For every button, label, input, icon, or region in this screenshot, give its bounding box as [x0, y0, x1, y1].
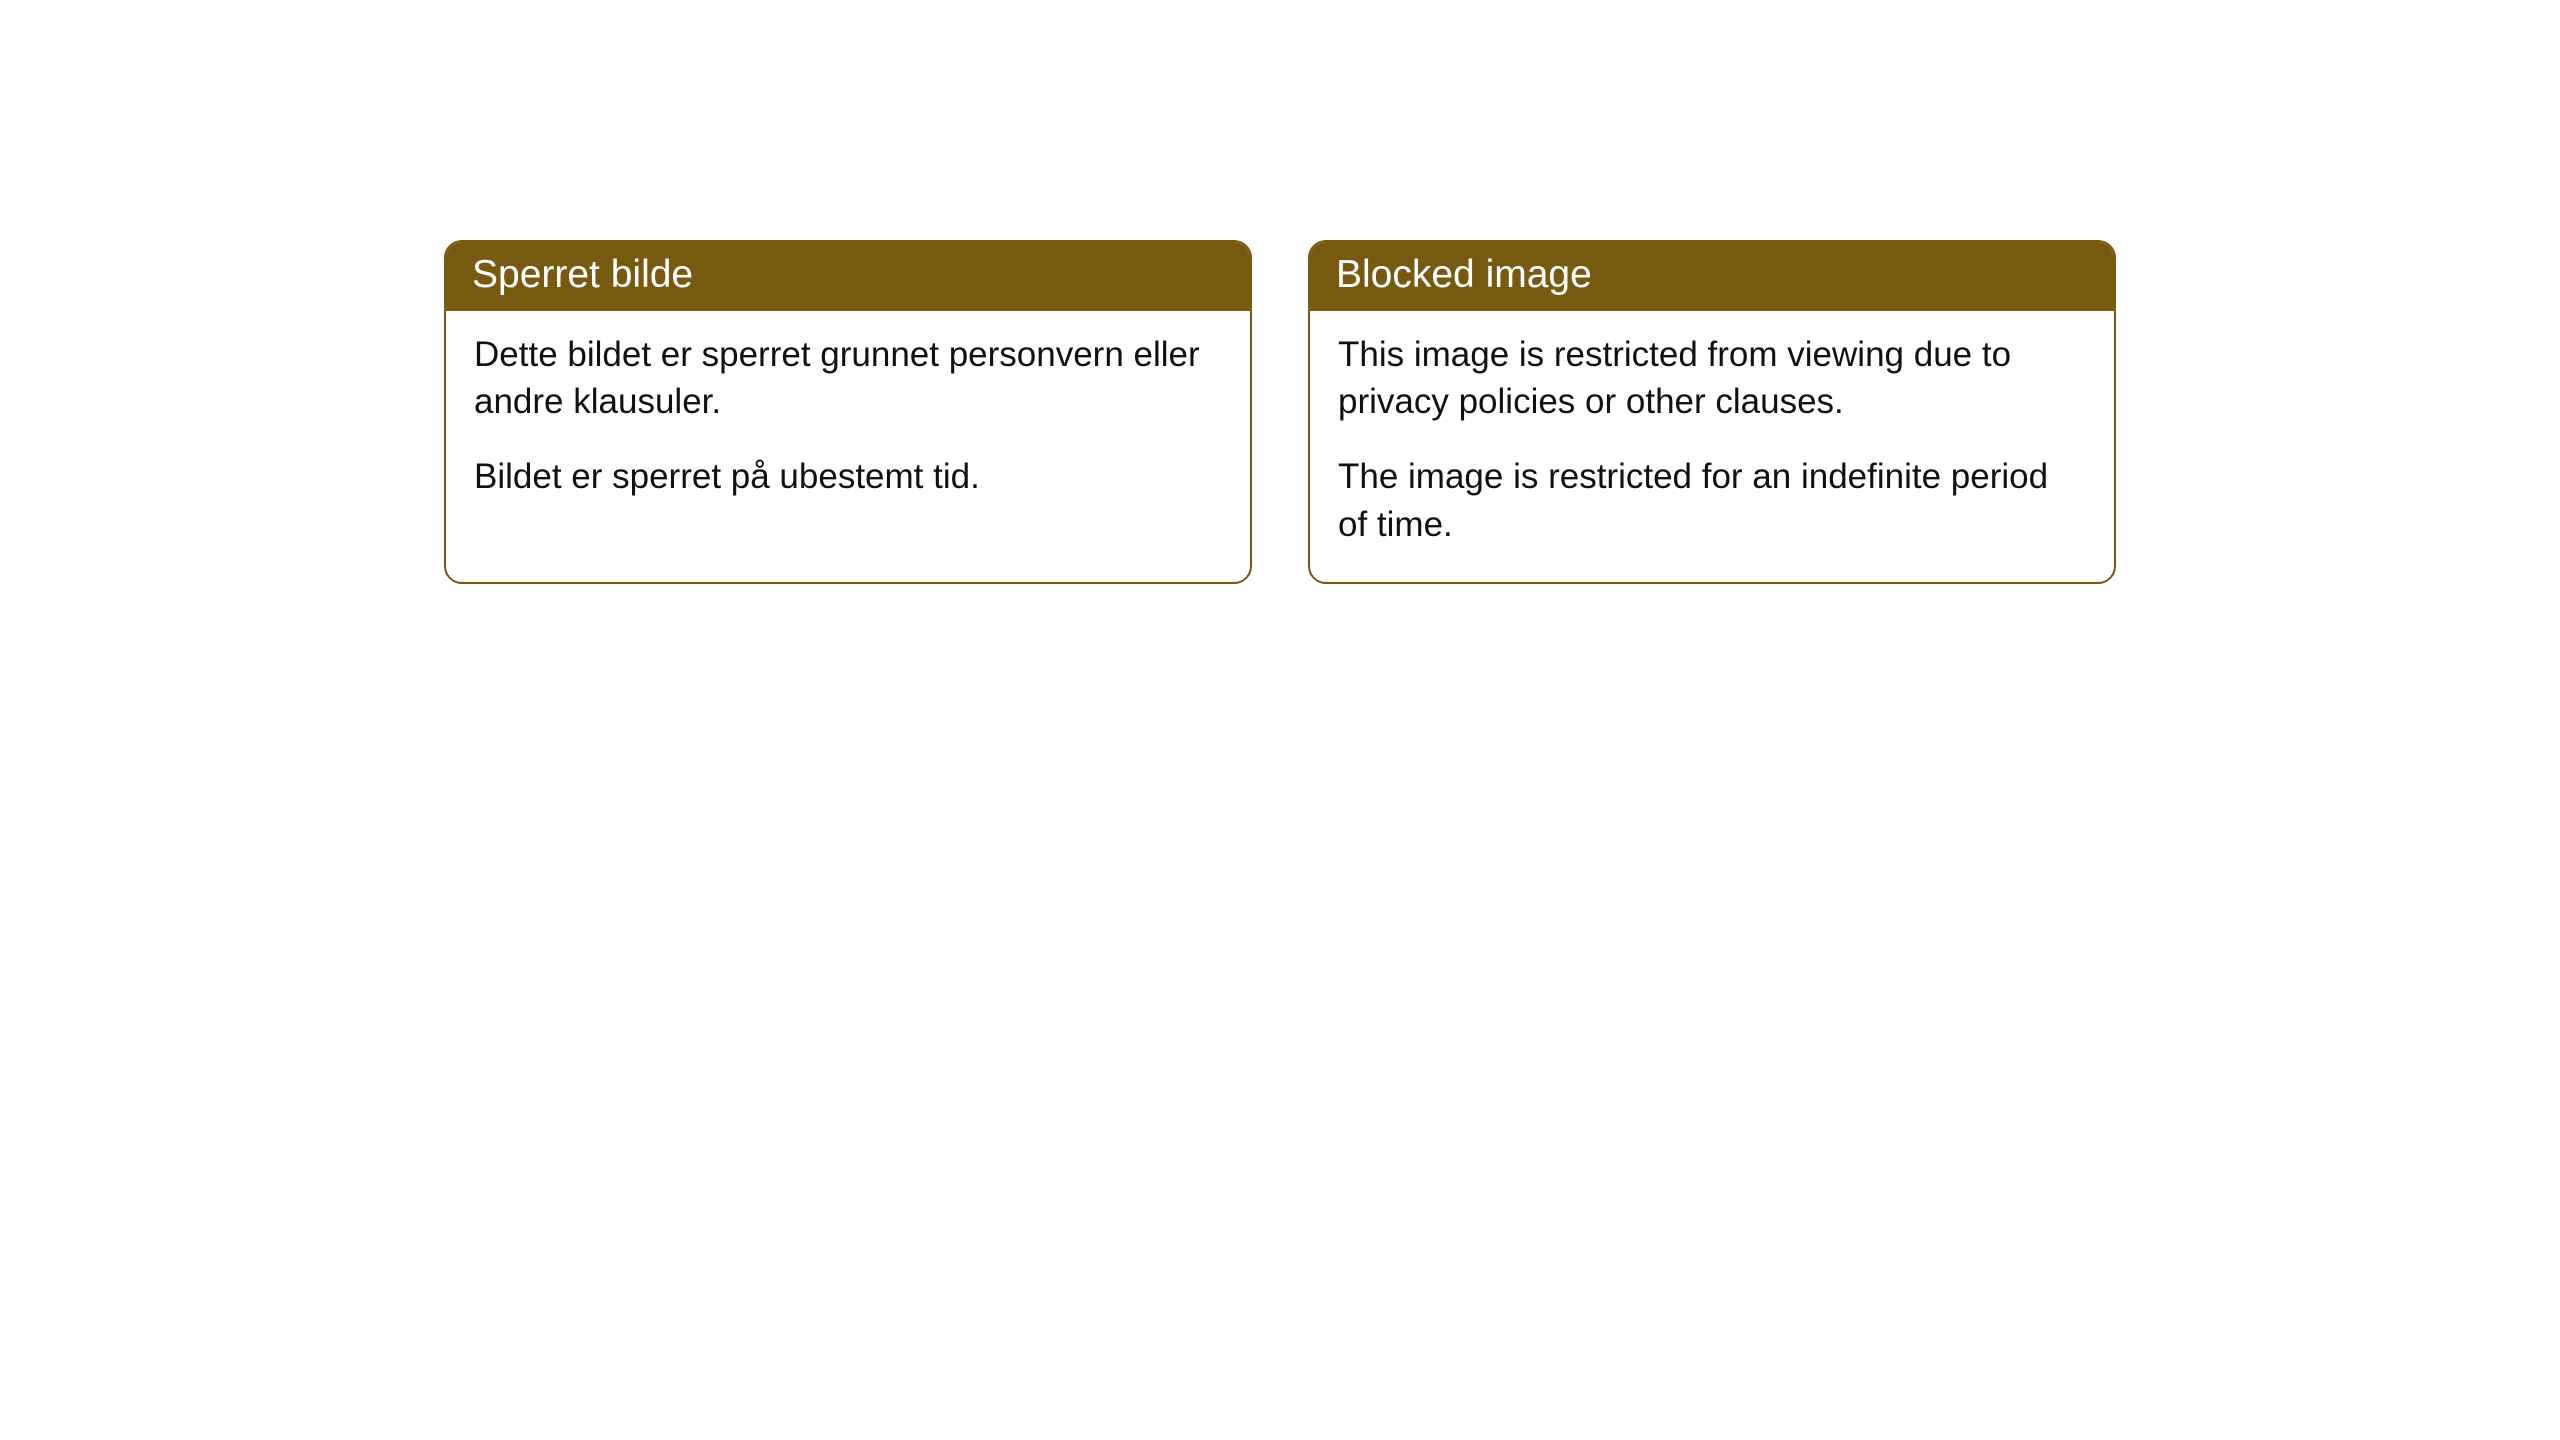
- card-body: Dette bildet er sperret grunnet personve…: [446, 311, 1250, 535]
- card-paragraph: Bildet er sperret på ubestemt tid.: [474, 453, 1222, 500]
- card-paragraph: The image is restricted for an indefinit…: [1338, 453, 2086, 548]
- card-header: Blocked image: [1310, 242, 2114, 311]
- card-paragraph: This image is restricted from viewing du…: [1338, 331, 2086, 426]
- card-paragraph: Dette bildet er sperret grunnet personve…: [474, 331, 1222, 426]
- notice-card-english: Blocked image This image is restricted f…: [1308, 240, 2116, 584]
- notice-container: Sperret bilde Dette bildet er sperret gr…: [0, 240, 2560, 584]
- notice-card-norwegian: Sperret bilde Dette bildet er sperret gr…: [444, 240, 1252, 584]
- card-header: Sperret bilde: [446, 242, 1250, 311]
- card-body: This image is restricted from viewing du…: [1310, 311, 2114, 582]
